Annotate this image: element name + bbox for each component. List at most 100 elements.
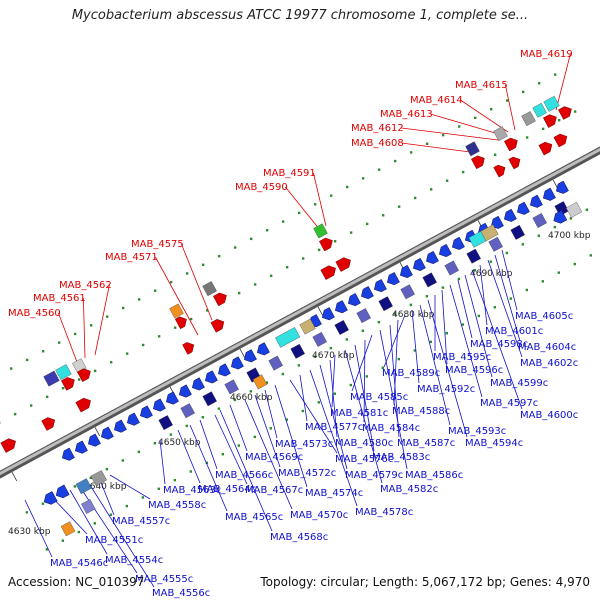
track-dot <box>313 355 317 358</box>
reverse-gene-outer <box>43 491 58 505</box>
track-dot <box>157 335 161 338</box>
reverse-leader <box>229 404 248 452</box>
track-dot <box>233 246 237 249</box>
reverse-leader <box>189 424 228 512</box>
reverse-gene <box>166 391 179 405</box>
track-dot <box>89 324 93 327</box>
track-dot <box>461 323 465 326</box>
track-dot <box>105 315 109 318</box>
forward-leader <box>94 284 110 356</box>
reverse-leader <box>471 269 523 410</box>
reverse-gene-box <box>202 391 217 407</box>
track-dot <box>221 453 225 456</box>
track-dot <box>345 185 349 189</box>
reverse-gene-label: MAB_4580c <box>335 438 393 449</box>
reverse-gene-label: MAB_4589c <box>382 368 440 379</box>
track-dot <box>473 269 477 272</box>
reverse-gene-label: MAB_4596c <box>445 365 503 376</box>
track-dot <box>61 387 65 390</box>
reverse-leader <box>363 339 366 423</box>
gene-features <box>0 95 583 537</box>
reverse-gene <box>75 440 88 454</box>
track-dot <box>425 142 429 145</box>
reverse-gene-label: MAB_4566c <box>215 470 273 481</box>
reverse-leader <box>383 314 406 368</box>
tick-label: 4690 kbp <box>470 269 513 279</box>
track-dot <box>141 496 145 499</box>
track-dot <box>505 99 509 102</box>
reverse-gene <box>179 384 192 398</box>
forward-gene-outer <box>532 102 547 118</box>
reverse-gene <box>322 307 335 321</box>
reverse-gene-label: MAB_4574c <box>305 488 363 499</box>
reverse-gene <box>101 426 114 440</box>
reverse-gene-label: MAB_4572c <box>278 468 336 479</box>
track-dot <box>541 280 545 283</box>
reverse-leader <box>411 309 420 384</box>
forward-leader <box>58 312 78 363</box>
track-dot <box>13 412 17 416</box>
track-dot <box>317 401 321 404</box>
track-dot <box>205 309 209 312</box>
track-dot <box>429 340 433 344</box>
reverse-gene <box>192 377 205 391</box>
reverse-gene-label: MAB_4554c <box>105 555 163 566</box>
reverse-leader <box>244 399 293 510</box>
track-dot <box>109 513 113 516</box>
reverse-gene-outer <box>565 202 583 218</box>
reverse-gene-label: MAB_4579c <box>345 470 403 481</box>
track-dot <box>397 357 401 361</box>
reverse-gene <box>140 405 153 419</box>
track-dot <box>93 522 97 525</box>
track-dot <box>185 424 189 428</box>
track-dot <box>397 205 401 208</box>
track-dot <box>169 433 173 436</box>
reverse-gene-box <box>312 331 327 347</box>
forward-gene-label: MAB_4608 <box>351 138 404 149</box>
reverse-gene-box <box>444 260 459 276</box>
forward-gene-outer <box>169 303 184 319</box>
track-dot <box>361 329 365 333</box>
forward-gene <box>182 342 195 355</box>
reverse-gene <box>556 180 569 194</box>
track-dot <box>589 254 593 257</box>
track-dot <box>313 203 317 206</box>
track-dot <box>537 234 541 237</box>
reverse-gene-outer <box>75 478 92 495</box>
forward-gene <box>41 417 56 431</box>
track-dot <box>493 153 497 156</box>
tick-mark <box>11 471 18 482</box>
reverse-leader <box>69 489 108 555</box>
reverse-gene <box>530 194 543 208</box>
track-dot <box>537 82 541 85</box>
forward-gene <box>493 164 506 178</box>
track-dot <box>301 409 305 413</box>
reverse-gene-label: MAB_4601c <box>485 326 543 337</box>
track-dot <box>157 487 161 490</box>
reverse-leader <box>389 324 400 438</box>
reverse-gene-label: MAB_4605c <box>515 311 573 322</box>
reverse-gene-label: MAB_4567c <box>245 485 303 496</box>
forward-gene-label: MAB_4591 <box>263 168 316 179</box>
reverse-gene <box>517 201 530 215</box>
reverse-gene <box>218 363 231 377</box>
leader-lines <box>24 53 571 588</box>
track-dot <box>73 332 77 336</box>
reverse-gene-label: MAB_4582c <box>380 484 438 495</box>
reverse-gene-outer <box>55 484 70 499</box>
forward-leader <box>505 84 516 131</box>
reverse-leader <box>344 349 383 484</box>
reverse-gene-box <box>334 320 349 335</box>
reverse-gene <box>400 264 413 278</box>
track-dot <box>173 478 177 482</box>
reverse-leader <box>501 249 518 311</box>
reverse-gene-label: MAB_4581c <box>330 408 388 419</box>
forward-gene <box>538 141 553 156</box>
tick-label: 4650 kbp <box>158 438 201 448</box>
reverse-gene <box>257 342 270 356</box>
track-dot <box>125 352 129 355</box>
map-title: Mycobacterium abscessus ATCC 19977 chrom… <box>71 8 529 23</box>
reverse-gene-label: MAB_4584c <box>362 423 420 434</box>
gene-labels: MAB_4560 MAB_4561 MAB_4562 MAB_4571 MAB_4575… <box>8 49 578 599</box>
forward-gene <box>335 257 351 272</box>
